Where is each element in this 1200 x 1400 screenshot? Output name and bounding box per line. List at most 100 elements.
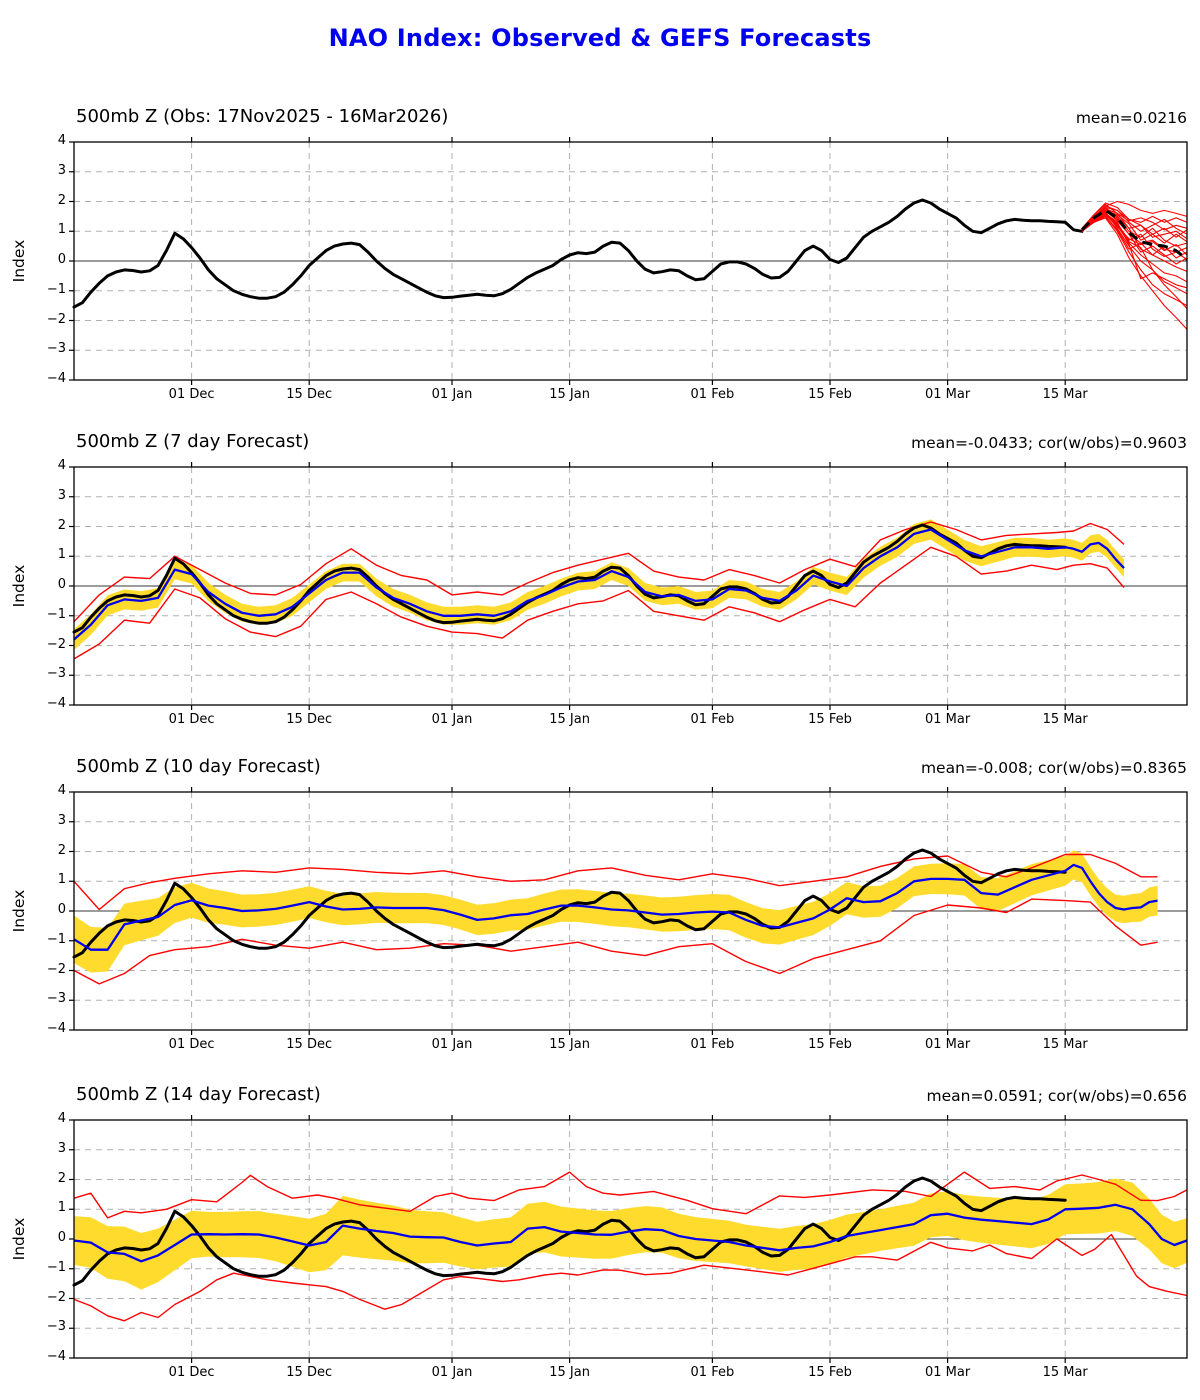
figure-title: NAO Index: Observed & GEFS Forecasts (328, 24, 872, 52)
panel-4-stats: mean=0.0591; cor(w/obs)=0.656 (926, 1087, 1187, 1105)
x-tick-label: 01 Dec (168, 712, 215, 727)
ensemble-member-line (1081, 212, 1188, 309)
y-tick-label: −4 (46, 1021, 66, 1036)
ensemble-mean-line (1080, 208, 1188, 261)
panel-1-plot (69, 137, 1188, 385)
x-tick-label: 01 Jan (431, 1037, 473, 1052)
y-tick-label: 1 (57, 872, 66, 888)
y-tick-label: 3 (57, 487, 66, 503)
y-tick-label: −3 (46, 991, 66, 1007)
y-tick-label: 2 (57, 517, 66, 533)
y-tick-label: 3 (57, 162, 66, 178)
y-tick-label: −4 (46, 1349, 66, 1364)
y-tick-label: 2 (57, 1170, 66, 1186)
spread-band (74, 1178, 1187, 1290)
ensemble-member-line (1081, 205, 1188, 240)
y-tick-label: 0 (57, 902, 66, 917)
x-tick-label: 15 Jan (549, 712, 590, 727)
panel-4-plot (69, 1115, 1188, 1363)
x-tick-label: 15 Mar (1042, 712, 1088, 727)
x-tick-label: 01 Feb (690, 387, 735, 402)
x-tick-label: 01 Dec (168, 1365, 215, 1380)
envelope-upper-line (73, 1171, 1188, 1219)
x-tick-label: 15 Feb (808, 387, 852, 402)
ensemble-member-line (1081, 212, 1188, 289)
y-tick-label: 3 (57, 812, 66, 828)
x-tick-label: 15 Jan (549, 1037, 590, 1052)
y-tick-label: 0 (57, 252, 66, 267)
spread-band (74, 519, 1124, 650)
panel-4-title: 500mb Z (14 day Forecast) (76, 1084, 321, 1105)
panel-4-ylabel: Index (10, 1217, 28, 1261)
x-tick-label: 01 Mar (924, 1037, 971, 1052)
forecast-mean-line (73, 863, 1158, 951)
y-tick-label: −3 (46, 1319, 66, 1335)
y-tick-label: 2 (57, 192, 66, 208)
panel-1-ylabel: Index (10, 239, 28, 283)
envelope-upper-line (73, 853, 1158, 911)
panel-3-stats: mean=-0.008; cor(w/obs)=0.8365 (920, 759, 1187, 777)
y-tick-label: −2 (46, 311, 66, 327)
x-tick-label: 15 Feb (808, 1037, 852, 1052)
panel-1-title: 500mb Z (Obs: 17Nov2025 - 16Mar2026) (76, 106, 449, 127)
x-tick-label: 15 Dec (286, 1037, 333, 1052)
y-tick-label: −2 (46, 961, 66, 977)
y-tick-label: 3 (57, 1140, 66, 1156)
y-tick-label: 2 (57, 842, 66, 858)
y-tick-label: −2 (46, 636, 66, 652)
ensemble-member-line (1081, 217, 1188, 330)
panel-2-plot (69, 462, 1188, 710)
x-tick-label: 15 Mar (1042, 387, 1088, 402)
y-tick-label: 1 (57, 222, 66, 238)
y-tick-label: 0 (57, 1230, 66, 1245)
x-tick-label: 01 Dec (168, 1037, 215, 1052)
panel-2-ylabel: Index (10, 564, 28, 608)
y-tick-label: 1 (57, 1200, 66, 1216)
x-tick-label: 01 Mar (924, 387, 971, 402)
y-tick-label: −4 (46, 696, 66, 711)
x-tick-label: 15 Dec (286, 712, 333, 727)
panel-1-stats: mean=0.0216 (1075, 109, 1187, 127)
x-tick-label: 15 Jan (549, 1365, 590, 1380)
y-tick-label: 1 (57, 547, 66, 563)
x-tick-label: 15 Feb (808, 1365, 852, 1380)
observed-line (72, 523, 1067, 634)
y-tick-label: 4 (57, 458, 66, 473)
y-tick-label: −1 (46, 281, 66, 297)
forecast-mean-line (73, 1203, 1188, 1263)
x-tick-label: 01 Jan (431, 387, 473, 402)
panel-2-title: 500mb Z (7 day Forecast) (76, 431, 310, 452)
y-tick-label: −3 (46, 666, 66, 682)
forecast-mean-line (73, 528, 1125, 641)
x-tick-label: 15 Jan (549, 387, 590, 402)
envelope-lower-line (73, 546, 1125, 660)
y-tick-label: −3 (46, 341, 66, 357)
envelope-upper-line (73, 521, 1125, 623)
y-tick-label: 4 (57, 1111, 66, 1126)
x-tick-label: 15 Mar (1042, 1037, 1088, 1052)
panel-3-plot (69, 787, 1188, 1035)
x-tick-label: 01 Dec (168, 387, 215, 402)
observed-line (72, 198, 1084, 309)
y-tick-label: 4 (57, 783, 66, 798)
x-tick-label: 01 Mar (924, 712, 971, 727)
y-tick-label: −2 (46, 1289, 66, 1305)
ensemble-member-line (1081, 202, 1188, 231)
y-tick-label: 0 (57, 577, 66, 592)
x-tick-label: 01 Feb (690, 1037, 735, 1052)
x-tick-label: 15 Mar (1042, 1365, 1088, 1380)
y-tick-label: −1 (46, 1259, 66, 1275)
ensemble-member-line (1081, 214, 1188, 256)
x-tick-label: 01 Feb (690, 1365, 735, 1380)
y-tick-label: −1 (46, 606, 66, 622)
x-tick-label: 01 Feb (690, 712, 735, 727)
x-tick-label: 15 Feb (808, 712, 852, 727)
y-tick-label: 4 (57, 133, 66, 148)
x-tick-label: 01 Jan (431, 1365, 473, 1380)
envelope-lower-line (73, 1233, 1188, 1322)
panel-3-ylabel: Index (10, 889, 28, 933)
y-tick-label: −1 (46, 931, 66, 947)
panel-3-title: 500mb Z (10 day Forecast) (76, 756, 321, 777)
ensemble-member-line (1081, 215, 1188, 259)
